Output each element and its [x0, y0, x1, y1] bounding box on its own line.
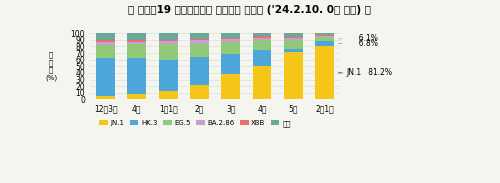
Bar [158, 60, 178, 91]
Bar [222, 54, 240, 74]
Bar [284, 38, 302, 40]
Bar [96, 45, 115, 58]
Bar [128, 42, 146, 44]
Bar [96, 40, 115, 42]
Bar [252, 40, 272, 50]
Bar [284, 37, 302, 38]
Text: JN.1   81.2%: JN.1 81.2% [346, 68, 392, 77]
Bar [252, 66, 272, 99]
Bar [158, 44, 178, 60]
Text: 【 코로나19 변이바이러스 세부계통 검출률 ('24.2.10. 0시 기준) 】: 【 코로나19 변이바이러스 세부계통 검출률 ('24.2.10. 0시 기준… [128, 5, 372, 16]
Bar [190, 57, 209, 85]
Bar [158, 40, 178, 41]
Bar [222, 74, 240, 99]
Bar [190, 33, 209, 39]
Bar [128, 44, 146, 58]
Bar [158, 33, 178, 40]
Bar [222, 38, 240, 39]
Bar [284, 49, 302, 52]
Bar [128, 94, 146, 99]
Bar [315, 33, 334, 35]
FancyBboxPatch shape [345, 38, 354, 40]
Bar [190, 44, 209, 57]
Bar [252, 50, 272, 66]
Bar [96, 42, 115, 45]
Bar [252, 33, 272, 36]
Bar [315, 35, 334, 36]
Text: 6.1%: 6.1% [354, 34, 378, 43]
Bar [96, 96, 115, 99]
Bar [315, 41, 334, 46]
Bar [96, 33, 115, 40]
Bar [222, 42, 240, 54]
Bar [284, 52, 302, 99]
Bar [128, 58, 146, 94]
Bar [96, 58, 115, 96]
FancyBboxPatch shape [345, 42, 354, 44]
Bar [190, 85, 209, 99]
Text: 6.8%: 6.8% [354, 39, 378, 48]
Bar [158, 91, 178, 99]
Bar [315, 46, 334, 99]
Bar [284, 40, 302, 49]
Bar [190, 39, 209, 40]
Bar [158, 41, 178, 44]
Bar [222, 33, 240, 38]
Bar [315, 36, 334, 37]
Y-axis label: 검
출
률
(%): 검 출 률 (%) [45, 52, 57, 81]
Bar [252, 36, 272, 38]
Bar [190, 40, 209, 44]
Bar [284, 33, 302, 37]
Bar [252, 38, 272, 40]
Bar [128, 40, 146, 42]
Legend: JN.1, HK.3, EG.5, BA.2.86, XBB, 기타: JN.1, HK.3, EG.5, BA.2.86, XBB, 기타 [96, 117, 294, 130]
Bar [315, 37, 334, 41]
Bar [222, 39, 240, 42]
Bar [128, 33, 146, 40]
